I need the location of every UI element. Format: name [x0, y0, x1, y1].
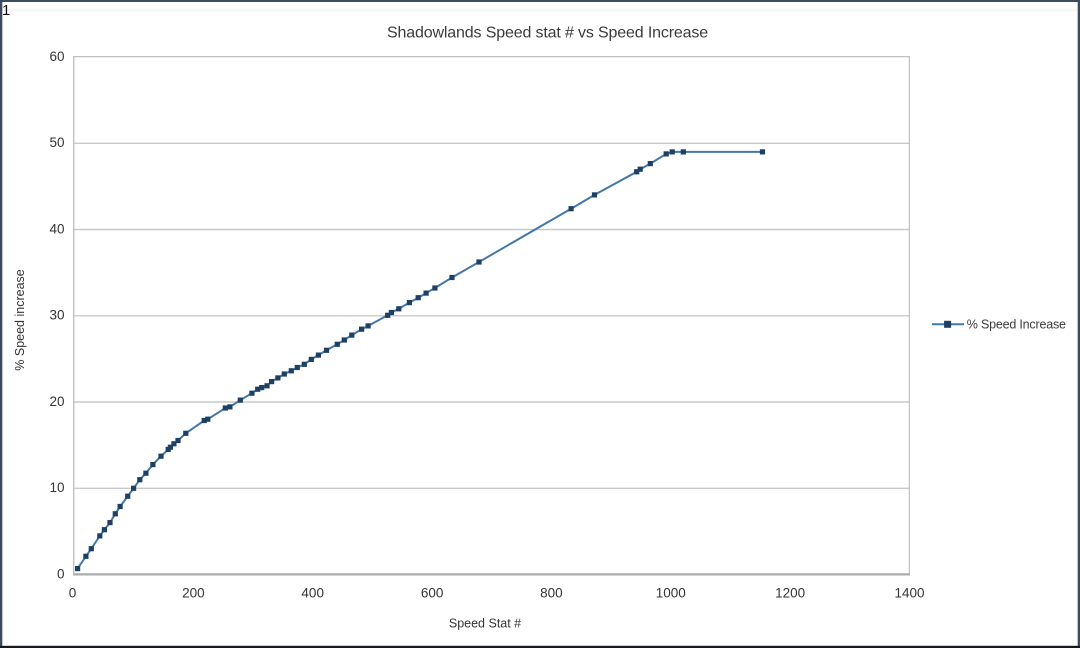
svg-text:0: 0: [69, 586, 77, 601]
svg-text:600: 600: [421, 586, 444, 601]
svg-text:400: 400: [301, 586, 324, 601]
svg-text:0: 0: [57, 566, 65, 581]
svg-text:Speed Stat #: Speed Stat #: [449, 617, 521, 631]
svg-text:% Speed Increase: % Speed Increase: [967, 318, 1066, 332]
svg-text:10: 10: [49, 480, 64, 495]
svg-text:50: 50: [49, 135, 64, 150]
svg-text:30: 30: [49, 308, 64, 323]
svg-text:800: 800: [540, 586, 563, 601]
svg-text:200: 200: [182, 586, 205, 601]
svg-text:1200: 1200: [775, 586, 805, 601]
svg-text:Shadowlands Speed stat # vs Sp: Shadowlands Speed stat # vs Speed Increa…: [387, 25, 708, 42]
svg-text:60: 60: [49, 49, 64, 64]
svg-text:40: 40: [49, 221, 64, 236]
svg-text:1: 1: [2, 2, 10, 19]
svg-text:1400: 1400: [894, 586, 924, 601]
svg-text:% Speed increase: % Speed increase: [13, 269, 27, 371]
svg-text:20: 20: [49, 394, 64, 409]
svg-text:1000: 1000: [656, 586, 686, 601]
